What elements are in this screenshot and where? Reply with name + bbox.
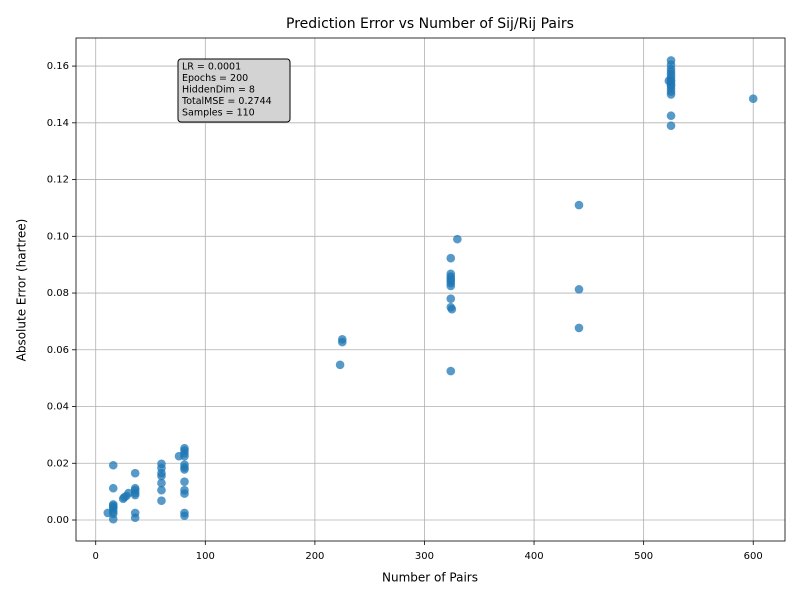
point (108, 514, 118, 524)
point (446, 253, 456, 263)
y-tick-label: 0.12 (47, 175, 69, 186)
point (108, 483, 118, 493)
point (574, 200, 584, 210)
plot-frame (75, 37, 786, 542)
y-tick-label: 0.00 (47, 515, 69, 526)
point (574, 323, 584, 333)
point (446, 281, 456, 291)
point (666, 90, 676, 99)
annotation-line: TotalMSE = 0.2744 (181, 96, 272, 107)
x-axis-label: Number of Pairs (382, 571, 478, 585)
point (447, 304, 457, 314)
chart-title: Prediction Error vs Number of Sij/Rij Pa… (286, 16, 574, 32)
point (130, 490, 140, 500)
point (180, 489, 189, 498)
point (157, 471, 166, 481)
point (180, 511, 189, 521)
point (446, 294, 456, 304)
x-tick-label: 200 (305, 551, 324, 562)
annotation-box (177, 58, 291, 123)
point (157, 478, 166, 488)
point (103, 508, 113, 518)
point (124, 488, 133, 498)
y-axis-label: Absolute Error (hartree) (15, 219, 29, 362)
annotation-line: Epochs = 200 (182, 73, 248, 84)
x-tick-label: 300 (415, 551, 434, 562)
point (130, 468, 140, 478)
annotation-line: Samples = 110 (182, 108, 255, 119)
x-tick-label: 0 (93, 551, 99, 562)
x-tick-label: 600 (744, 551, 763, 562)
point (180, 477, 189, 487)
y-tick-label: 0.04 (47, 402, 69, 413)
y-tick-label: 0.14 (47, 118, 69, 129)
y-tick-label: 0.16 (47, 61, 69, 72)
point (180, 451, 189, 461)
point (130, 513, 140, 523)
point (337, 337, 347, 347)
point (157, 485, 166, 495)
y-tick-label: 0.10 (47, 231, 69, 242)
y-tick-label: 0.02 (47, 458, 69, 469)
point (666, 121, 676, 130)
y-tick-label: 0.06 (47, 345, 69, 356)
point (108, 460, 118, 470)
point (157, 496, 166, 506)
point (453, 234, 462, 244)
annotation-line: HiddenDim = 8 (182, 85, 255, 96)
point (446, 366, 456, 376)
point (664, 76, 674, 86)
point (335, 360, 345, 370)
annotation-line: LR = 0.0001 (182, 62, 241, 73)
point (666, 111, 676, 121)
x-tick-label: 400 (525, 551, 544, 562)
x-tick-label: 500 (634, 551, 653, 562)
y-tick-label: 0.08 (47, 288, 69, 299)
point (574, 285, 584, 294)
x-tick-label: 100 (196, 551, 215, 562)
point (180, 465, 189, 474)
point (748, 94, 758, 104)
